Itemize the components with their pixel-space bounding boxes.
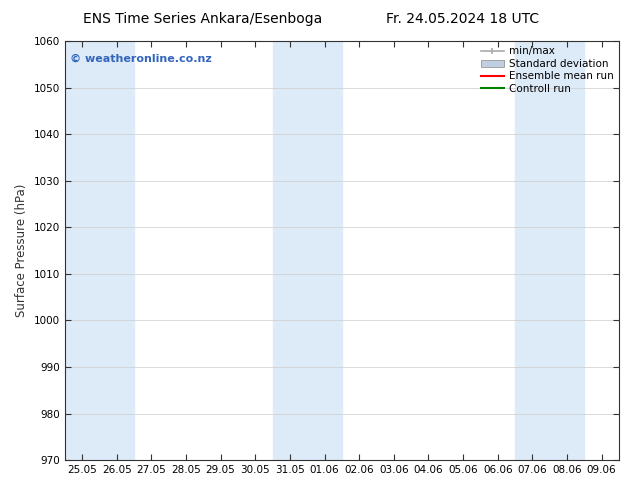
Bar xyxy=(100,41,134,460)
Bar xyxy=(515,41,550,460)
Legend: min/max, Standard deviation, Ensemble mean run, Controll run: min/max, Standard deviation, Ensemble me… xyxy=(479,44,616,96)
Text: Fr. 24.05.2024 18 UTC: Fr. 24.05.2024 18 UTC xyxy=(386,12,540,26)
Bar xyxy=(307,41,342,460)
Bar xyxy=(550,41,585,460)
Y-axis label: Surface Pressure (hPa): Surface Pressure (hPa) xyxy=(15,184,28,318)
Bar xyxy=(273,41,307,460)
Text: © weatheronline.co.nz: © weatheronline.co.nz xyxy=(70,53,212,64)
Bar xyxy=(65,41,100,460)
Text: ENS Time Series Ankara/Esenboga: ENS Time Series Ankara/Esenboga xyxy=(83,12,323,26)
